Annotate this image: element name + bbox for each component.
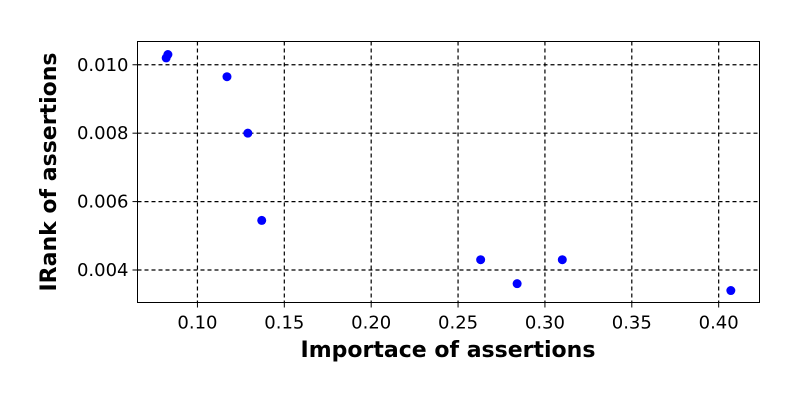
plot-frame (137, 41, 760, 303)
y-axis-title: IRank of assertions (37, 52, 62, 291)
ticks-layer: 0.10 0.15 0.20 0.25 0.30 0.35 0.40 0.004 0.006 0.… (77, 55, 739, 334)
x-tick-label: 0.15 (264, 313, 304, 334)
points-layer (161, 49, 736, 296)
x-tick-label: 0.20 (351, 313, 391, 334)
data-point (476, 255, 486, 265)
y-tick-label: 0.004 (77, 260, 129, 281)
y-tick-label: 0.008 (77, 123, 129, 144)
x-tick-label: 0.35 (612, 313, 652, 334)
y-tick-label: 0.010 (77, 55, 129, 76)
data-point (726, 286, 736, 296)
data-point (243, 128, 253, 138)
x-tick-label: 0.30 (525, 313, 565, 334)
x-tick-label: 0.10 (177, 313, 217, 334)
x-axis-title: Importace of assertions (301, 338, 596, 363)
data-point (257, 215, 267, 225)
x-tick-label: 0.40 (699, 313, 739, 334)
data-point (163, 49, 173, 59)
data-point (222, 72, 232, 82)
grid-layer (137, 41, 760, 303)
data-point (557, 255, 567, 265)
y-tick-label: 0.006 (77, 192, 129, 213)
data-point (512, 279, 522, 289)
x-tick-label: 0.25 (438, 313, 478, 334)
